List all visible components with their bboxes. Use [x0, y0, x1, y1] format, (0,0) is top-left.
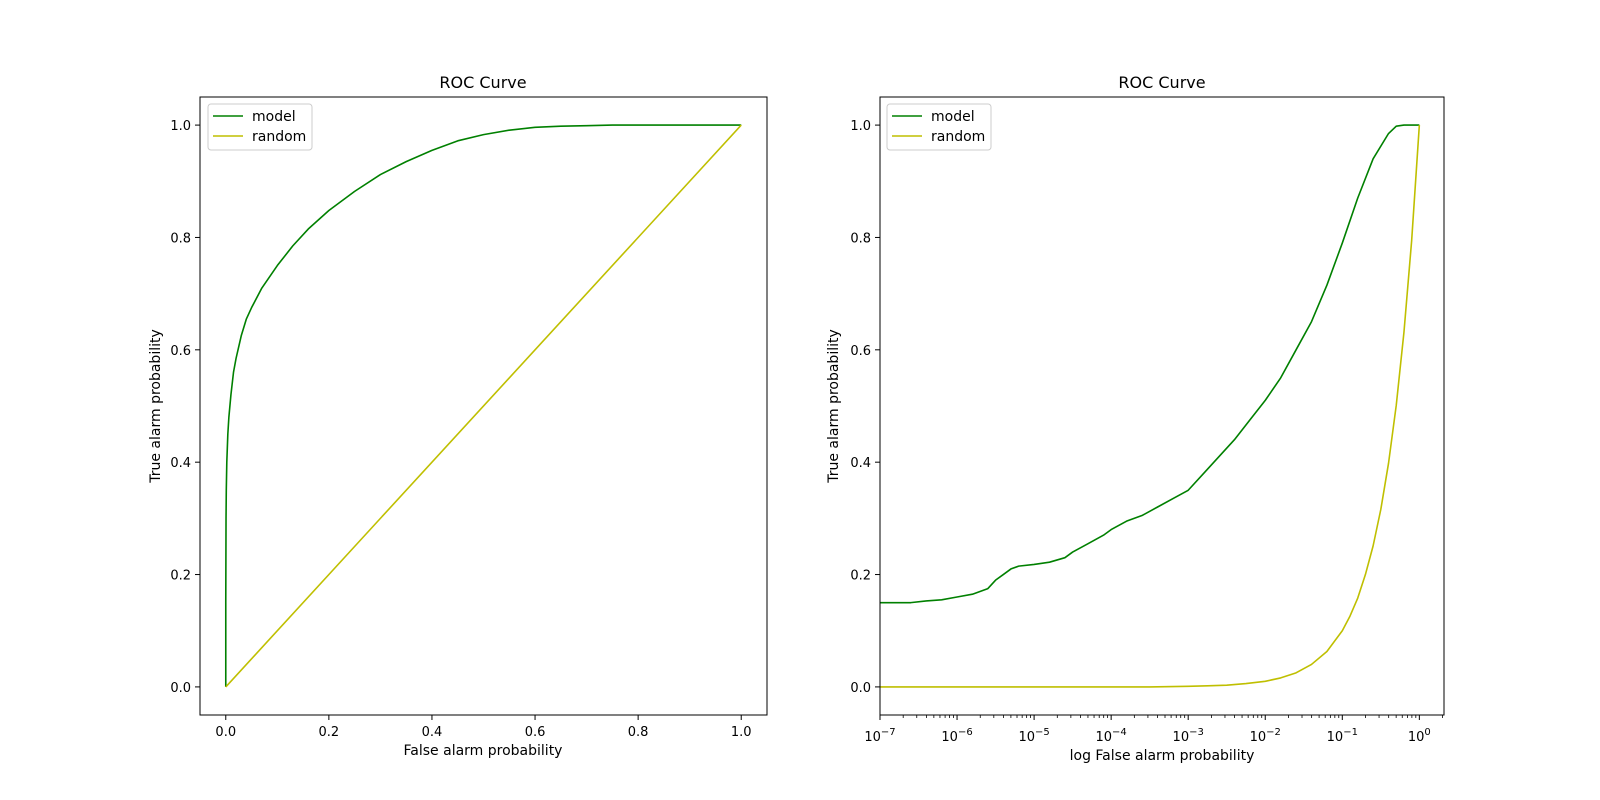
chart-right-y-tick-label: 0.2 — [850, 569, 871, 584]
chart-right-log: ROC Curve 10−7 10−6 10−5 10−4 10−3 10−2 10−1 10… — [826, 73, 1445, 764]
chart-left-y-tick-label: 0.0 — [170, 681, 191, 696]
chart-left-series-random-line — [225, 124, 742, 688]
chart-right-series-random-line — [880, 125, 1421, 688]
chart-left-legend-model-label: model — [252, 109, 296, 125]
chart-left-x-tick-label: 0.8 — [628, 725, 649, 740]
chart-right-title: ROC Curve — [1118, 73, 1205, 92]
chart-right-y-axis-label: True alarm probability — [826, 329, 842, 484]
chart-left-y-tick-label: 0.8 — [170, 231, 191, 246]
chart-right-y-tick-label: 0.8 — [850, 231, 871, 246]
chart-left-legend-random-label: random — [252, 129, 306, 145]
chart-left-title: ROC Curve — [439, 73, 526, 92]
chart-left-x-tick-label: 0.6 — [525, 725, 546, 740]
chart-left-axes-frame — [199, 96, 768, 716]
chart-left-x-tick-label: 1.0 — [731, 725, 752, 740]
chart-left-x-tick-label: 0.0 — [215, 725, 236, 740]
chart-left-y-axis-label: True alarm probability — [148, 329, 164, 484]
chart-left-linear: ROC Curve 0.0 0.2 0.4 0.6 0.8 1.0 0.0 0.2 0.4 0.6… — [148, 73, 768, 759]
chart-right-axes-frame — [879, 96, 1445, 716]
chart-left-legend: model random — [207, 103, 313, 151]
chart-left-y-tick-label: 0.4 — [170, 456, 191, 471]
chart-right-y-tick-label: 0.4 — [850, 456, 871, 471]
chart-right-legend: model random — [886, 103, 992, 151]
chart-right-y-tick-label: 0.0 — [850, 681, 871, 696]
chart-right-plot-area: 10−7 10−6 10−5 10−4 10−3 10−2 10−1 1000.00.20.4… — [850, 119, 1443, 745]
chart-left-x-tick-label: 0.2 — [319, 725, 340, 740]
chart-left-series-model-line — [224, 124, 742, 687]
chart-right-y-tick-label: 0.6 — [850, 344, 871, 359]
chart-left-plot-area: 0.0 0.2 0.4 0.6 0.8 1.0 0.0 0.2 0.4 0.6 0.8 1.0 — [170, 119, 751, 740]
chart-right-x-axis-label: log False alarm probability — [1070, 748, 1255, 764]
chart-left-y-tick-label: 0.2 — [170, 569, 191, 584]
chart-right-legend-random-label: random — [931, 129, 985, 145]
chart-left-x-tick-label: 0.4 — [422, 725, 443, 740]
chart-left-y-tick-label: 1.0 — [170, 119, 191, 134]
chart-right-legend-model-label: model — [931, 109, 975, 125]
chart-right-y-tick-label: 1.0 — [850, 119, 871, 134]
chart-left-y-tick-label: 0.6 — [170, 344, 191, 359]
chart-right-series-model-line — [880, 124, 1420, 604]
chart-left-x-axis-label: False alarm probability — [404, 743, 563, 759]
